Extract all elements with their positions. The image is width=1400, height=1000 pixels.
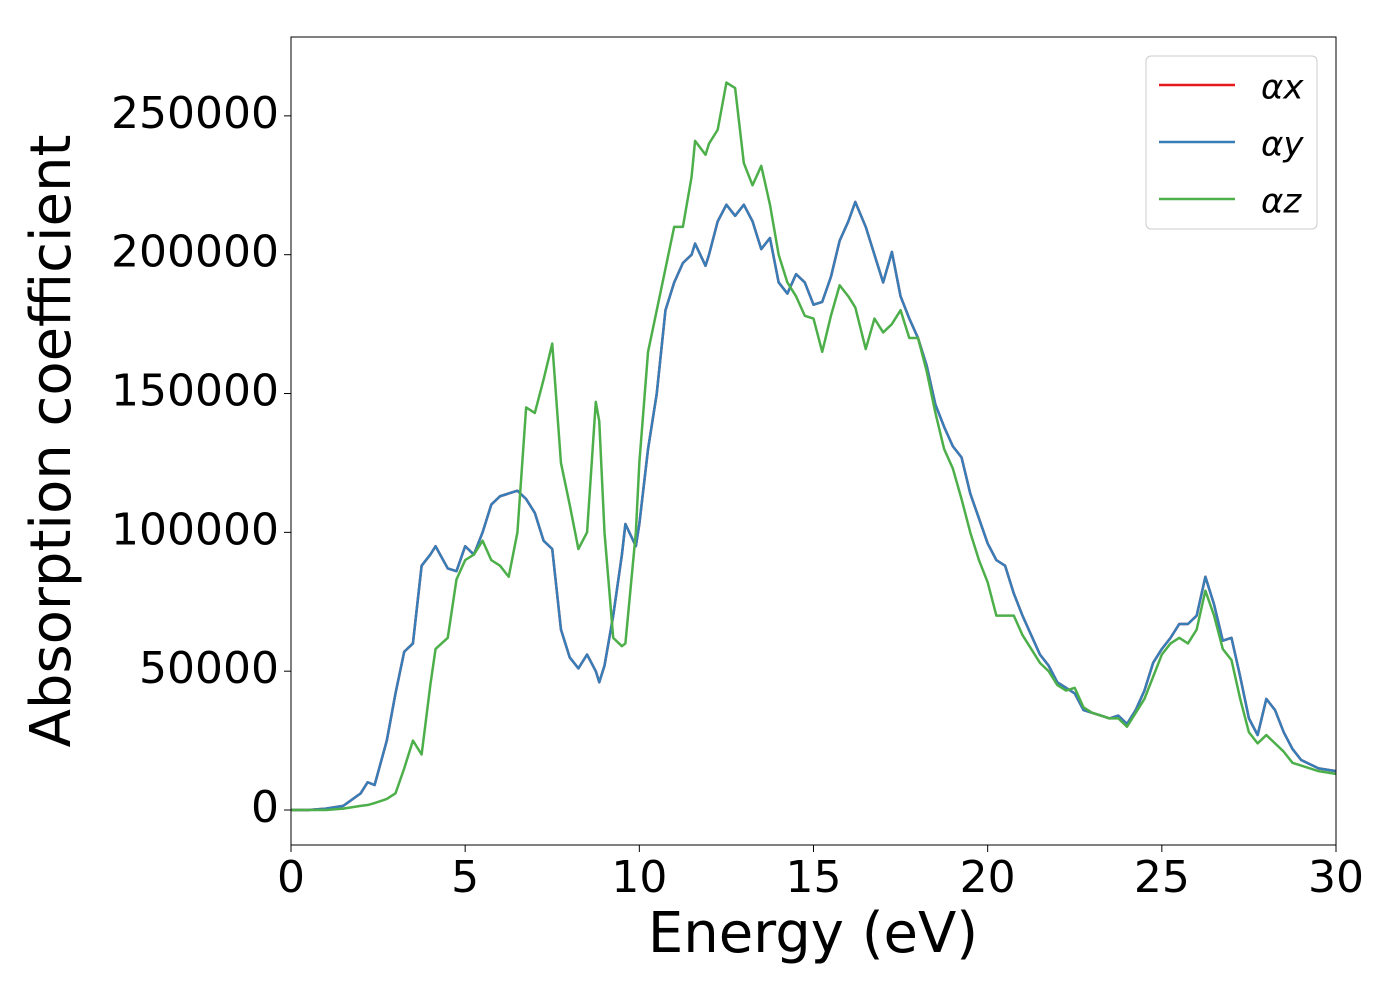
y-tick-label: 150000	[111, 366, 279, 417]
y-tick-label: 250000	[111, 88, 279, 139]
series-line	[291, 200, 1337, 812]
legend-label: αy	[1261, 125, 1304, 165]
legend-label: αx	[1261, 68, 1304, 108]
series-line	[291, 200, 1337, 812]
x-axis-label: Energy (eV)	[648, 901, 978, 966]
y-tick-label: 50000	[139, 643, 279, 694]
x-tick-label: 5	[451, 852, 479, 903]
legend-label: αz	[1261, 182, 1302, 222]
x-tick-label: 25	[1134, 852, 1190, 903]
x-tick-label: 10	[611, 852, 667, 903]
y-tick-label: 100000	[111, 504, 279, 555]
y-tick-label: 0	[251, 782, 279, 833]
x-tick-label: 0	[277, 852, 305, 903]
x-tick-label: 20	[960, 852, 1016, 903]
plot-frame	[290, 36, 1337, 846]
series-line	[291, 81, 1337, 812]
x-tick-label: 15	[786, 852, 842, 903]
x-tick-label: 30	[1308, 852, 1364, 903]
y-tick-label: 200000	[111, 227, 279, 278]
y-axis-label: Absorption coefficient	[19, 135, 84, 748]
